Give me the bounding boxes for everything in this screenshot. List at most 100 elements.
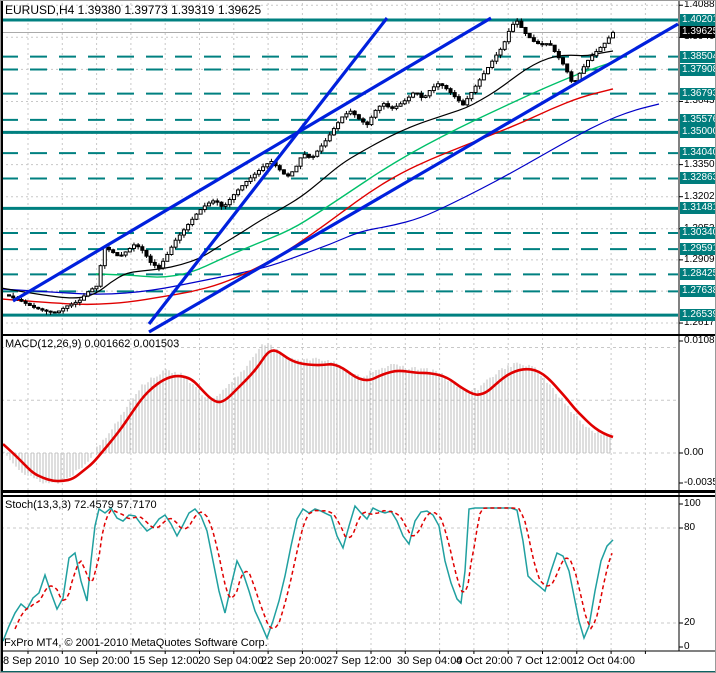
candle-body xyxy=(227,199,232,206)
candle-body xyxy=(186,224,191,231)
candle-body xyxy=(369,116,374,126)
candle-body xyxy=(606,37,611,44)
price-level-badge: 1.30340 xyxy=(680,226,716,239)
candle-body xyxy=(502,41,507,50)
candle-body xyxy=(173,239,178,248)
candle-body xyxy=(7,294,11,297)
candle-body xyxy=(286,173,291,177)
candle-body xyxy=(548,43,553,46)
candle-body xyxy=(36,306,41,310)
candle-body xyxy=(161,260,166,269)
pane-separator-1[interactable] xyxy=(1,334,715,336)
stoch-axis-label: 80 xyxy=(684,522,696,533)
axis-date-label: 30 Sep 04:00 xyxy=(397,655,463,667)
candle-body xyxy=(590,55,595,61)
candle-body xyxy=(556,51,561,59)
candle-body xyxy=(519,20,524,28)
pane-separator-2b[interactable] xyxy=(1,495,715,497)
candle-body xyxy=(552,44,557,53)
candle-body xyxy=(494,54,499,62)
candle-body xyxy=(377,105,382,111)
candle-body xyxy=(594,51,599,57)
candle-body xyxy=(373,109,378,118)
candle-body xyxy=(511,23,516,32)
candle-body xyxy=(461,100,466,106)
candle-body xyxy=(94,285,99,290)
candle-body xyxy=(177,234,182,241)
candle-body xyxy=(486,66,491,75)
candle-body xyxy=(73,301,78,305)
candle-body xyxy=(481,73,486,81)
candle-body xyxy=(77,299,82,303)
price-level-badge: 1.35000 xyxy=(680,126,716,139)
candle-body xyxy=(431,86,436,92)
axis-date-label: 20 Sep 04:00 xyxy=(198,655,264,667)
price-level-badge: 1.35576 xyxy=(680,113,716,126)
candle-body xyxy=(586,59,591,68)
trendline-channel-upper[interactable] xyxy=(12,16,492,303)
candle-body xyxy=(302,153,307,159)
price-level-badge: 1.32863 xyxy=(680,172,716,185)
axis-price-label: 1.40885 xyxy=(684,0,715,11)
macd-axis-label: 0.01081 xyxy=(684,335,715,346)
axis-price-label: 1.26170 xyxy=(684,317,715,329)
price-level-badge: 1.34040 xyxy=(680,147,716,160)
candle-body xyxy=(140,246,145,251)
candle-body xyxy=(244,180,249,187)
candle-body xyxy=(190,218,195,226)
stoch-axis-label: 20 xyxy=(684,617,696,628)
candle-body xyxy=(202,205,207,211)
candle-body xyxy=(48,310,53,313)
price-level-badge: 1.38504 xyxy=(680,50,716,63)
candle-body xyxy=(540,43,545,46)
candle-body xyxy=(327,134,332,142)
candle-body xyxy=(344,113,349,118)
candle-body xyxy=(277,165,282,171)
candle-body xyxy=(565,63,570,73)
candle-body xyxy=(44,309,49,312)
trendline-steep-support[interactable] xyxy=(147,17,389,325)
candle-body xyxy=(252,173,257,179)
candle-body xyxy=(452,92,457,98)
axis-date-label: 12 Oct 04:00 xyxy=(572,655,635,667)
candle-body xyxy=(515,20,520,25)
candle-body xyxy=(469,91,474,100)
candle-body xyxy=(611,31,615,39)
candle-body xyxy=(336,122,341,130)
candle-body xyxy=(265,163,270,168)
axis-price-label: 1.33505 xyxy=(684,158,715,170)
candle-body xyxy=(206,202,211,207)
candle-body xyxy=(56,310,61,314)
stoch-axis-label: 100 xyxy=(684,498,701,509)
candle-body xyxy=(331,128,336,136)
candle-body xyxy=(152,261,157,266)
pane-separator-2a[interactable] xyxy=(1,490,715,493)
axis-date-label: 7 Oct 12:00 xyxy=(516,655,573,667)
price-level-badge: 1.40201 xyxy=(680,14,716,26)
candle-body xyxy=(411,92,416,98)
chart-title-ohlc: EURUSD,H4 1.39380 1.39773 1.39319 1.3962… xyxy=(5,3,262,17)
price-level-badge: 1.36793 xyxy=(680,87,716,100)
candle-body xyxy=(231,194,236,201)
candle-body xyxy=(602,42,607,48)
candle-body xyxy=(319,145,324,152)
candle-body xyxy=(381,103,386,107)
candle-body xyxy=(240,185,245,191)
candle-body xyxy=(406,96,411,102)
candle-body xyxy=(198,209,203,215)
axis-price-label: 1.36430 xyxy=(684,95,715,107)
trendline-channel-lower[interactable] xyxy=(148,22,679,334)
ma-line-black xyxy=(1,50,614,299)
candle-body xyxy=(448,88,453,94)
candle-body xyxy=(19,298,24,302)
candle-body xyxy=(365,121,370,126)
candle-body xyxy=(248,177,253,182)
candle-body xyxy=(506,30,511,43)
candle-body xyxy=(119,254,124,257)
axis-date-label: 15 Sep 12:00 xyxy=(133,655,199,667)
current-price-badge: 1.39625 xyxy=(680,26,716,39)
candle-body xyxy=(311,155,316,158)
candle-body xyxy=(419,92,424,98)
candle-body xyxy=(323,140,328,147)
